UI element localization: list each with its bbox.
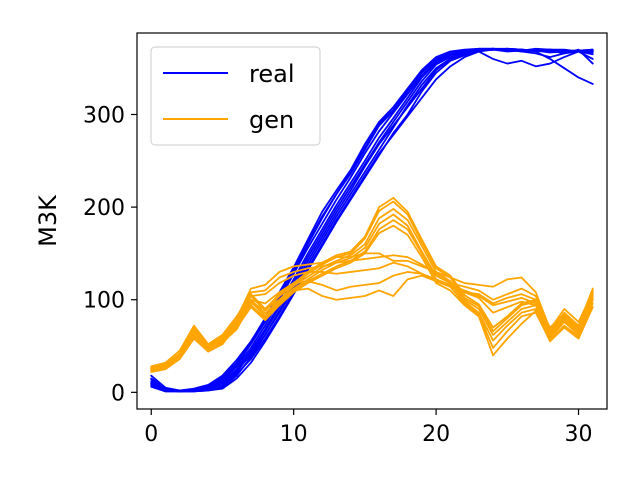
series-layer [150, 47, 594, 393]
series-line-gen-17 [150, 252, 594, 369]
y-tick-label: 100 [83, 289, 125, 314]
series-line-gen-21 [150, 274, 594, 371]
series-line-gen-11 [150, 196, 594, 368]
series-line-gen-18 [150, 254, 594, 371]
x-tick-label: 10 [280, 422, 308, 447]
y-tick-label: 300 [83, 103, 125, 128]
series-line-real-8 [150, 47, 594, 393]
y-axis-label: M3K [34, 194, 62, 247]
plot-frame [136, 32, 608, 410]
x-tick-label: 30 [565, 422, 593, 447]
x-tick-label: 0 [144, 422, 158, 447]
series-line-real-5 [150, 50, 594, 393]
legend: real gen [150, 46, 321, 146]
y-tick-label: 200 [83, 196, 125, 221]
legend-box [150, 46, 321, 146]
series-line-real-10 [150, 47, 594, 392]
y-tick-label: 0 [111, 381, 125, 406]
legend-label-gen: gen [249, 106, 294, 134]
x-tick-label: 20 [422, 422, 450, 447]
legend-label-real: real [249, 60, 294, 88]
